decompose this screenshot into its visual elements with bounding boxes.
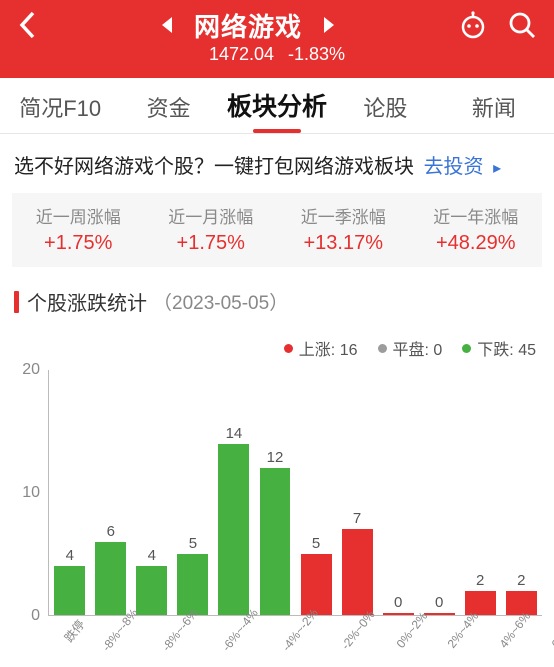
tab-item[interactable]: 新闻 [440, 91, 548, 133]
bar-chart: 0 10 20 4 6 4 5 14 12 5 7 0 0 2 2 跌停-8%~-8%-8%~-6%-6%… [16, 360, 546, 650]
robot-icon[interactable] [458, 11, 488, 39]
bar-value-label: 12 [267, 449, 284, 466]
bar [424, 613, 455, 615]
tab-item[interactable]: 论股 [331, 91, 439, 133]
y-tick: 0 [31, 607, 40, 625]
bar-column: 2 [465, 370, 496, 615]
legend-item-up: 上涨: 16 [284, 336, 358, 360]
y-tick: 20 [22, 361, 40, 379]
x-tick-label: 跌停 [56, 612, 98, 652]
legend-label: 平盘: 0 [393, 336, 443, 360]
stat-value: +13.17% [279, 232, 408, 255]
promo-banner: 选不好网络游戏个股？一键打包网络游戏板块 去投资 ▸ [0, 134, 554, 193]
y-tick: 10 [22, 484, 40, 502]
bar-value-label: 4 [148, 547, 156, 564]
bar [218, 444, 249, 616]
stat-label: 近一月涨幅 [147, 203, 276, 228]
legend-dot [462, 344, 471, 353]
bar-value-label: 14 [226, 425, 243, 442]
bar-value-label: 0 [394, 594, 402, 611]
stat-label: 近一年涨幅 [412, 203, 541, 228]
bar-value-label: 2 [476, 572, 484, 589]
legend-label: 上涨: 16 [299, 336, 358, 360]
period-stat[interactable]: 近一季涨幅 +13.17% [277, 193, 410, 267]
tab-bar: 简况F10资金板块分析论股新闻 [0, 78, 554, 134]
period-stat[interactable]: 近一年涨幅 +48.29% [410, 193, 543, 267]
chart-legend: 上涨: 16 平盘: 0 下跌: 45 [0, 322, 554, 360]
search-icon[interactable] [508, 11, 536, 39]
back-icon[interactable] [18, 10, 38, 40]
bar-column: 4 [54, 370, 85, 615]
next-arrow-icon[interactable] [322, 16, 336, 34]
bar-value-label: 5 [312, 535, 320, 552]
bar [260, 468, 291, 615]
chart-plot-area: 4 6 4 5 14 12 5 7 0 0 2 2 [48, 370, 542, 616]
prev-arrow-icon[interactable] [160, 16, 174, 34]
bar-value-label: 5 [189, 535, 197, 552]
legend-item-down: 下跌: 45 [462, 336, 536, 360]
promo-text: 选不好网络游戏个股？一键打包网络游戏板块 [14, 156, 414, 178]
bar-column: 5 [177, 370, 208, 615]
chevron-right-icon[interactable]: ▸ [493, 160, 501, 177]
bar-column: 2 [506, 370, 537, 615]
stat-value: +1.75% [147, 232, 276, 255]
legend-dot [284, 344, 293, 353]
tab-item[interactable]: 资金 [114, 91, 222, 133]
promo-link[interactable]: 去投资 [424, 156, 484, 178]
bar [54, 566, 85, 615]
bar-value-label: 0 [435, 594, 443, 611]
bar [136, 566, 167, 615]
bar-value-label: 4 [66, 547, 74, 564]
legend-item-flat: 平盘: 0 [378, 336, 443, 360]
bar-column: 0 [383, 370, 414, 615]
bar-column: 5 [301, 370, 332, 615]
price-value: 1472.04 [209, 44, 274, 65]
period-stats: 近一周涨幅+1.75%近一月涨幅+1.75%近一季涨幅+13.17%近一年涨幅+… [12, 193, 542, 267]
bar-value-label: 7 [353, 510, 361, 527]
legend-label: 下跌: 45 [477, 336, 536, 360]
tab-item[interactable]: 板块分析 [223, 87, 331, 133]
bar-column: 4 [136, 370, 167, 615]
bar-column: 12 [260, 370, 291, 615]
bar-value-label: 2 [517, 572, 525, 589]
bar-column: 7 [342, 370, 373, 615]
app-header: 网络游戏 1472.04 -1.83% [0, 0, 554, 78]
stat-label: 近一周涨幅 [14, 203, 143, 228]
stat-value: +48.29% [412, 232, 541, 255]
x-axis: 跌停-8%~-8%-8%~-6%-6%~-4%-4%~-2%-2%~0%0%~2… [48, 616, 542, 650]
y-axis: 01020 [16, 360, 44, 616]
bar [95, 542, 126, 616]
tab-item[interactable]: 简况F10 [6, 91, 114, 133]
stat-label: 近一季涨幅 [279, 203, 408, 228]
section-date: （2023-05-05） [153, 288, 288, 315]
section-title-text: 个股涨跌统计 [27, 287, 147, 316]
section-accent-bar [14, 291, 19, 313]
bar-column: 0 [424, 370, 455, 615]
legend-dot [378, 344, 387, 353]
bar-column: 14 [218, 370, 249, 615]
bar-column: 6 [95, 370, 126, 615]
period-stat[interactable]: 近一周涨幅 +1.75% [12, 193, 145, 267]
bar-value-label: 6 [107, 523, 115, 540]
header-quote: 1472.04 -1.83% [0, 44, 554, 73]
section-heading: 个股涨跌统计 （2023-05-05） [0, 267, 554, 322]
page-title: 网络游戏 [194, 7, 302, 44]
stat-value: +1.75% [14, 232, 143, 255]
bar [342, 529, 373, 615]
period-stat[interactable]: 近一月涨幅 +1.75% [145, 193, 278, 267]
change-pct: -1.83% [288, 44, 345, 65]
x-tick-label: 6%~8% [544, 606, 554, 660]
